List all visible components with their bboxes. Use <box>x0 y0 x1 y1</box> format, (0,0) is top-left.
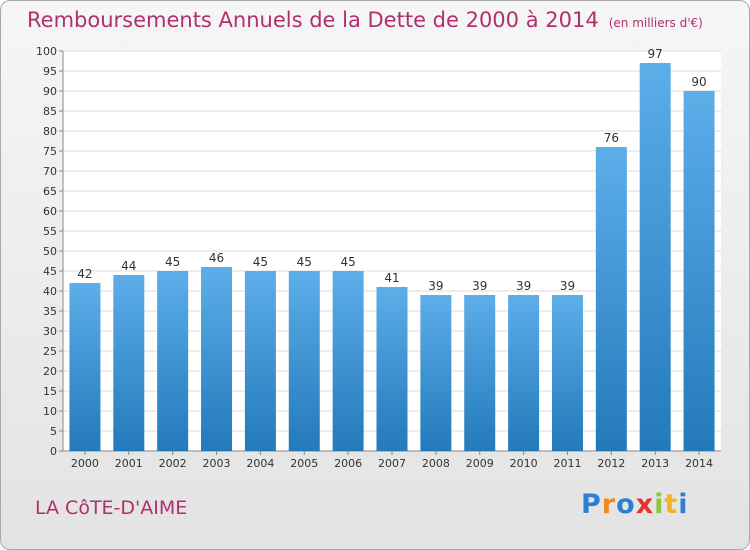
bar-value-label: 39 <box>472 279 487 293</box>
bar-value-label: 39 <box>428 279 443 293</box>
bar-value-label: 90 <box>691 75 706 89</box>
brand-letter: r <box>601 489 617 520</box>
brand-letter: o <box>616 489 636 520</box>
x-tick-label: 2001 <box>115 457 143 470</box>
y-tick-label: 35 <box>43 305 57 318</box>
x-tick-label: 2002 <box>159 457 187 470</box>
y-tick-label: 75 <box>43 145 57 158</box>
bar-value-label: 45 <box>297 255 312 269</box>
bar <box>332 271 364 451</box>
bar-value-label: 46 <box>209 251 224 265</box>
bar-value-label: 45 <box>340 255 355 269</box>
bar-value-label: 39 <box>516 279 531 293</box>
y-tick-label: 45 <box>43 265 57 278</box>
x-tick-label: 2008 <box>422 457 450 470</box>
y-tick-label: 95 <box>43 65 57 78</box>
y-tick-label: 25 <box>43 345 57 358</box>
brand-letter: i <box>678 489 689 520</box>
bar-value-label: 39 <box>560 279 575 293</box>
x-tick-label: 2004 <box>246 457 274 470</box>
title-main: Remboursements Annuels de la Dette de 20… <box>27 8 599 32</box>
bar <box>639 63 671 451</box>
y-tick-label: 100 <box>36 45 57 58</box>
y-tick-label: 80 <box>43 125 57 138</box>
brand-letter: t <box>664 489 679 520</box>
y-tick-label: 65 <box>43 185 57 198</box>
bar-value-label: 45 <box>165 255 180 269</box>
bar <box>683 91 715 451</box>
place-name: LA CôTE-D'AIME <box>35 497 188 519</box>
bar <box>288 271 320 451</box>
bar-value-label: 42 <box>77 267 92 281</box>
brand-letter: i <box>654 489 665 520</box>
x-tick-label: 2013 <box>641 457 669 470</box>
y-tick-label: 70 <box>43 165 57 178</box>
x-tick-label: 2006 <box>334 457 362 470</box>
x-tick-label: 2000 <box>71 457 99 470</box>
bar-value-label: 45 <box>253 255 268 269</box>
y-tick-label: 60 <box>43 205 57 218</box>
chart-title: Remboursements Annuels de la Dette de 20… <box>27 8 703 32</box>
bar-value-label: 44 <box>121 259 136 273</box>
bar <box>69 283 101 451</box>
x-tick-label: 2012 <box>597 457 625 470</box>
bar <box>464 295 496 451</box>
y-tick-label: 55 <box>43 225 57 238</box>
bar-value-label: 41 <box>384 271 399 285</box>
x-tick-label: 2005 <box>290 457 318 470</box>
y-tick-label: 90 <box>43 85 57 98</box>
y-tick-label: 0 <box>50 445 57 458</box>
bar <box>201 267 233 451</box>
bar <box>508 295 540 451</box>
y-tick-label: 40 <box>43 285 57 298</box>
x-tick-label: 2003 <box>203 457 231 470</box>
x-tick-label: 2010 <box>510 457 538 470</box>
bar <box>595 147 627 451</box>
y-tick-label: 15 <box>43 385 57 398</box>
bar-value-label: 76 <box>604 131 619 145</box>
brand-letter: x <box>635 489 655 520</box>
x-tick-label: 2014 <box>685 457 713 470</box>
x-tick-label: 2007 <box>378 457 406 470</box>
bar <box>157 271 189 451</box>
bar <box>551 295 583 451</box>
title-unit: (en milliers d'€) <box>608 16 703 30</box>
brand-letter: P <box>581 489 602 520</box>
bar <box>420 295 452 451</box>
y-tick-label: 5 <box>50 425 57 438</box>
y-tick-label: 10 <box>43 405 57 418</box>
x-tick-label: 2011 <box>553 457 581 470</box>
y-tick-label: 85 <box>43 105 57 118</box>
bar <box>113 275 145 451</box>
y-tick-label: 30 <box>43 325 57 338</box>
y-tick-label: 20 <box>43 365 57 378</box>
x-tick-label: 2009 <box>466 457 494 470</box>
brand-logo: Proxiti <box>581 489 689 520</box>
bar-value-label: 97 <box>648 47 663 61</box>
bar <box>244 271 276 451</box>
y-tick-label: 50 <box>43 245 57 258</box>
bar <box>376 287 408 451</box>
